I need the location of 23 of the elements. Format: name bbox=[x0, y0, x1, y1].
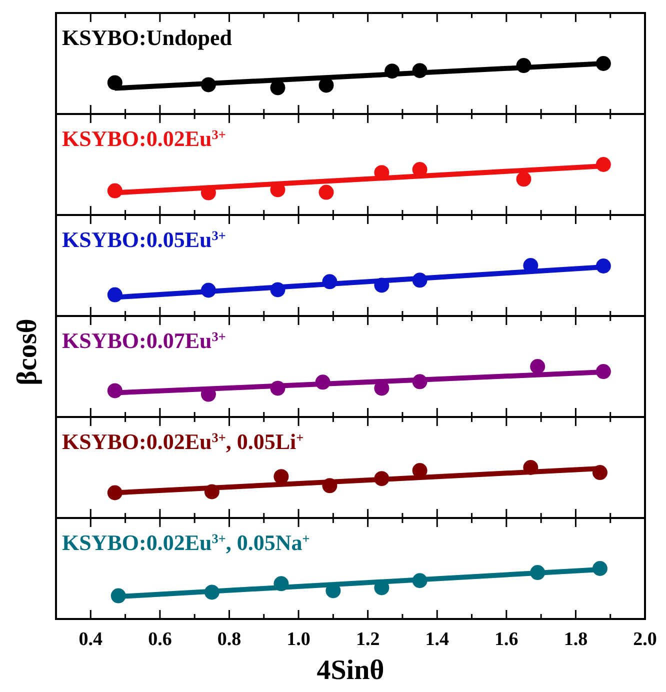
chart-title: KSYBO:0.02Eu$^{3+}$, 0.05Li$^{+}$ bbox=[62, 429, 304, 454]
x-tick-label: 1.0 bbox=[286, 629, 310, 650]
point bbox=[270, 80, 286, 96]
x-tick-label: 1.8 bbox=[564, 629, 588, 650]
x-tick-label: 2.0 bbox=[633, 629, 657, 650]
x-tick-label: 1.2 bbox=[356, 629, 380, 650]
point bbox=[530, 359, 546, 374]
x-tick-label: 0.4 bbox=[78, 629, 104, 650]
y-axis-title: βcosθ bbox=[12, 318, 43, 386]
x-tick-label: 1.4 bbox=[425, 629, 450, 650]
point bbox=[318, 184, 334, 200]
point bbox=[318, 78, 334, 93]
point bbox=[516, 172, 532, 187]
x-tick-label: 1.6 bbox=[494, 629, 518, 650]
chart-title: KSYBO:0.05Eu$^{3+}$ bbox=[62, 227, 226, 252]
chart-title: KSYBO:0.02Eu$^{3+}$, 0.05Na$^{+}$ bbox=[62, 530, 310, 555]
chart-title: KSYBO:Undoped bbox=[62, 25, 232, 50]
chart-title: KSYBO:0.02Eu$^{3+}$ bbox=[62, 126, 226, 151]
x-tick-label: 0.8 bbox=[217, 629, 242, 650]
x-axis-title: 4Sinθ bbox=[316, 655, 384, 686]
point bbox=[274, 469, 289, 484]
x-tick-label: 0.6 bbox=[148, 629, 172, 650]
chart-title: KSYBO:0.07Eu$^{3+}$ bbox=[62, 328, 226, 353]
